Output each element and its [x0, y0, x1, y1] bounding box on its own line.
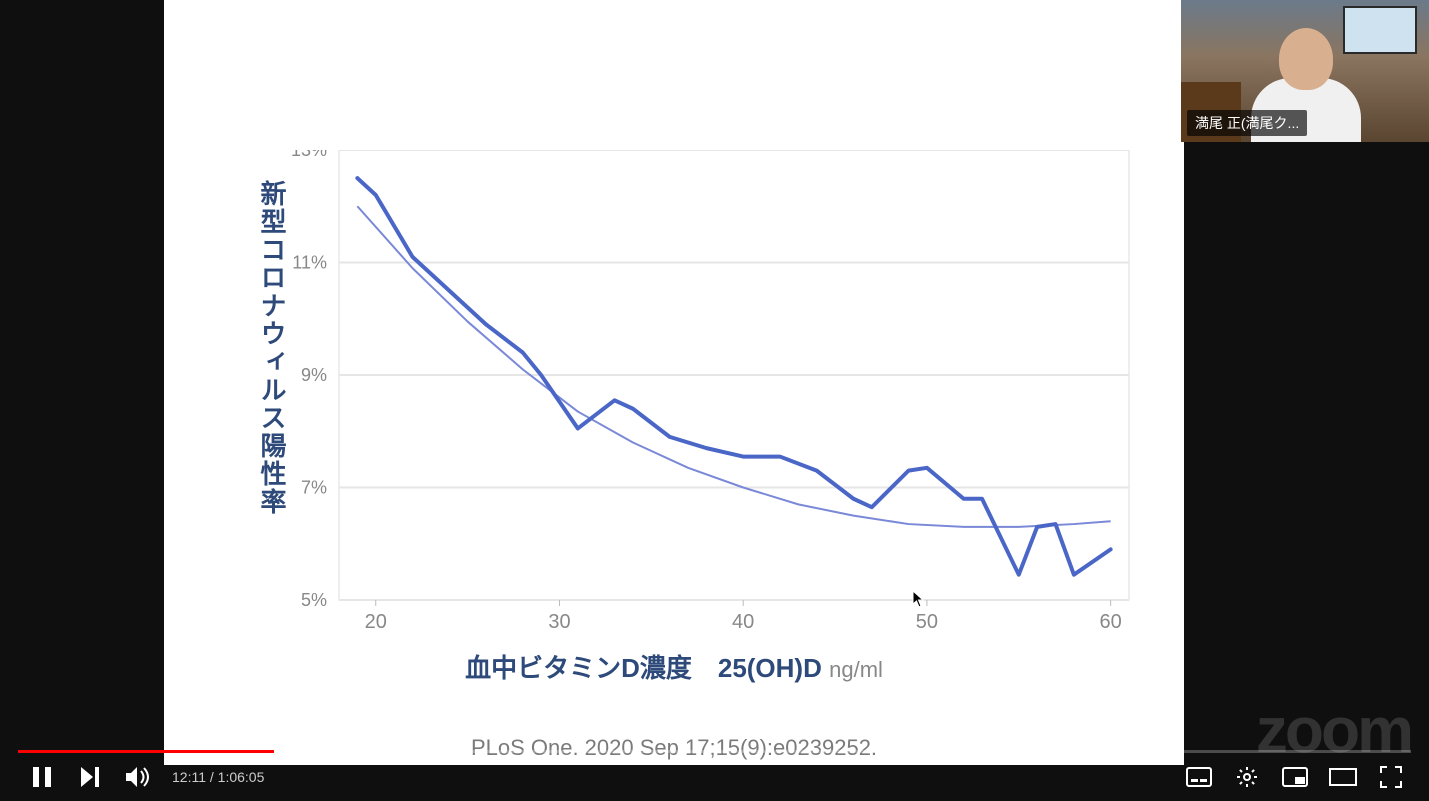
webcam-person-head: [1279, 28, 1333, 90]
presenter-name-tag: 満尾 正(満尾ク...: [1187, 110, 1307, 136]
svg-text:50: 50: [916, 611, 938, 633]
svg-text:20: 20: [365, 611, 387, 633]
svg-text:11%: 11%: [292, 253, 327, 273]
fullscreen-button[interactable]: [1373, 759, 1409, 795]
time-sep: /: [210, 769, 218, 785]
line-chart: 5% 7% 9% 11% 13% 20 30 40 50 60: [279, 150, 1159, 690]
x-axis-label-unit: ng/ml: [829, 657, 883, 682]
pause-icon: [31, 765, 53, 789]
svg-text:13%: 13%: [291, 150, 327, 160]
volume-button[interactable]: [120, 759, 156, 795]
x-axis-label-main: 血中ビタミンD濃度 25(OH)D: [465, 653, 822, 683]
theater-button[interactable]: [1325, 759, 1361, 795]
presentation-slide: 新型コロナウィルス陽性率 doi.org/10.1371/journal.pon…: [164, 0, 1184, 765]
player-controls: 12:11 / 1:06:05: [0, 753, 1429, 801]
video-stage: 新型コロナウィルス陽性率 doi.org/10.1371/journal.pon…: [0, 0, 1429, 801]
chart-area: 5% 7% 9% 11% 13% 20 30 40 50 60: [279, 150, 1159, 690]
next-button[interactable]: [72, 759, 108, 795]
settings-button[interactable]: [1229, 759, 1265, 795]
miniplayer-button[interactable]: [1277, 759, 1313, 795]
svg-text:9%: 9%: [301, 365, 327, 385]
svg-text:5%: 5%: [301, 590, 327, 610]
svg-text:60: 60: [1100, 611, 1122, 633]
time-display: 12:11 / 1:06:05: [172, 769, 264, 785]
pause-button[interactable]: [24, 759, 60, 795]
presenter-webcam: 満尾 正(満尾ク...: [1181, 0, 1429, 142]
svg-text:40: 40: [732, 611, 754, 633]
theater-icon: [1329, 768, 1357, 786]
captions-icon: [1186, 767, 1212, 787]
svg-text:30: 30: [548, 611, 570, 633]
next-icon: [79, 765, 101, 789]
fullscreen-icon: [1379, 765, 1403, 789]
miniplayer-icon: [1282, 767, 1308, 787]
time-current: 12:11: [172, 769, 206, 785]
captions-button[interactable]: [1181, 759, 1217, 795]
volume-icon: [125, 765, 151, 789]
x-axis-label: 血中ビタミンD濃度 25(OH)D ng/ml: [164, 648, 1184, 685]
gear-icon: [1235, 765, 1259, 789]
svg-text:7%: 7%: [301, 478, 327, 498]
time-duration: 1:06:05: [218, 769, 265, 785]
